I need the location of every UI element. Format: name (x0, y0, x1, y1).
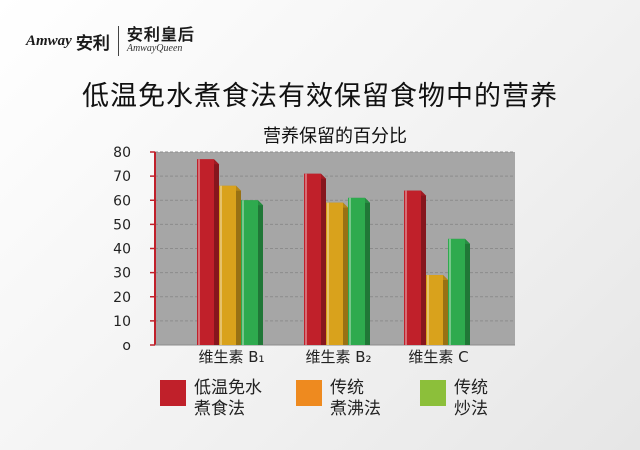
bar-1-1 (197, 159, 214, 345)
bar-1-3 (404, 190, 421, 345)
queen-name-cn: 安利皇后 (126, 25, 195, 45)
bar-2-2 (326, 202, 343, 345)
bar-highlight-3-3 (449, 238, 451, 345)
x-tick-label-3: 维生素 C (408, 348, 468, 366)
bar-2-1 (219, 185, 236, 345)
logo-divider (117, 26, 119, 56)
bar-side-2-2 (343, 202, 348, 345)
y-tick-label: o (122, 338, 131, 354)
legend-swatch-stir-fry (420, 380, 446, 406)
legend-swatch-low-temp (160, 380, 186, 406)
y-tick-label: 30 (113, 266, 131, 282)
bar-highlight-3-2 (349, 197, 351, 345)
legend-swatch-boil (296, 380, 322, 406)
y-tick-label: 50 (113, 217, 131, 233)
y-tick-label: 40 (113, 242, 131, 258)
bar-side-2-1 (236, 185, 241, 345)
y-tick-label: 20 (113, 290, 131, 306)
bar-side-3-3 (465, 238, 470, 345)
bar-highlight-1-2 (305, 173, 307, 345)
bar-side-3-2 (365, 197, 370, 345)
bar-highlight-1-1 (198, 159, 200, 345)
bar-side-1-2 (321, 173, 326, 345)
x-tick-label-2: 维生素 B₂ (305, 348, 371, 366)
bar-side-1-1 (214, 159, 219, 345)
bar-side-3-1 (258, 200, 263, 345)
bar-highlight-2-3 (427, 275, 429, 345)
legend-label-low-temp: 低温免水 煮食法 (194, 378, 262, 419)
bar-side-1-3 (421, 190, 426, 345)
brand-logo: Amway 安利 安利皇后 AmwayQueen (26, 26, 195, 56)
bar-3-2 (348, 197, 365, 345)
bar-highlight-3-1 (242, 200, 244, 345)
y-tick-label: 70 (113, 169, 131, 185)
queen-name-en: AmwayQueen (126, 43, 183, 55)
legend-item-stir-fry: 传统 炒法 (420, 378, 534, 420)
brand-name-en: Amway (26, 32, 72, 49)
x-tick-label-1: 维生素 B₁ (198, 348, 264, 366)
legend-item-low-temp: 低温免水 煮食法 (160, 378, 274, 420)
brand-name-cn: 安利 (75, 33, 110, 54)
bar-highlight-2-1 (220, 185, 222, 345)
queen-logo: 安利皇后 AmwayQueen (127, 27, 195, 54)
legend-label-boil: 传统 煮沸法 (330, 378, 381, 419)
bar-3-3 (448, 238, 465, 345)
bar-1-2 (304, 173, 321, 345)
chart-title: 营养保留的百分比 (263, 126, 407, 147)
page-title: 低温免水煮食法有效保留食物中的营养 (82, 81, 558, 112)
bar-3-1 (241, 200, 258, 345)
y-tick-label: 10 (113, 314, 131, 330)
legend-label-stir-fry: 传统 炒法 (454, 378, 488, 419)
y-tick-label: 80 (113, 145, 131, 161)
bar-highlight-2-2 (327, 202, 329, 345)
bar-highlight-1-3 (405, 190, 407, 345)
legend-item-boil: 传统 煮沸法 (296, 378, 410, 420)
bar-2-3 (426, 275, 443, 345)
y-tick-label: 60 (113, 193, 131, 209)
bar-side-2-3 (443, 275, 448, 345)
